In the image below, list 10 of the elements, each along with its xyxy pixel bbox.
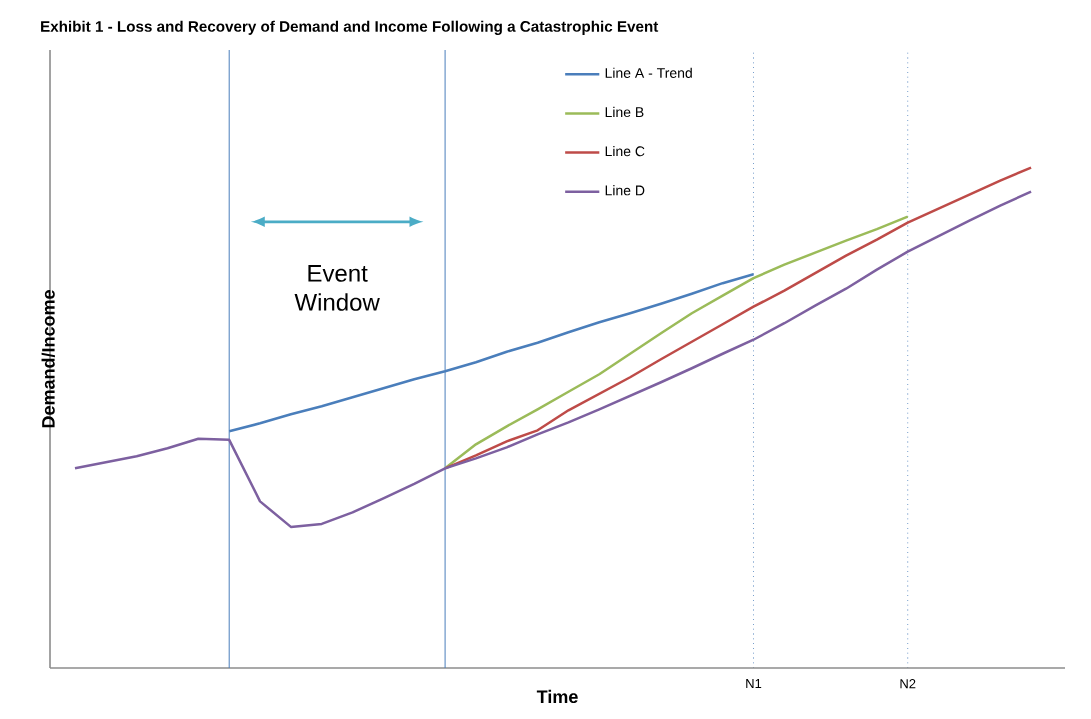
legend-label: Line B [605,106,644,118]
chart-title: Exhibit 1 - Loss and Recovery of Demand and Income Following a Catastrophic Event [41,20,659,35]
x-tick-label: N2 [900,679,916,689]
legend-label: Line D [605,185,645,196]
x-tick-label: N1 [746,679,762,689]
legend-label: Line C [605,145,645,157]
legend-label: Line A - Trend [605,67,692,78]
y-axis-title: Demand/Income [41,290,55,428]
x-axis-title: Time [536,689,578,704]
annotation: Event Window [294,265,380,311]
